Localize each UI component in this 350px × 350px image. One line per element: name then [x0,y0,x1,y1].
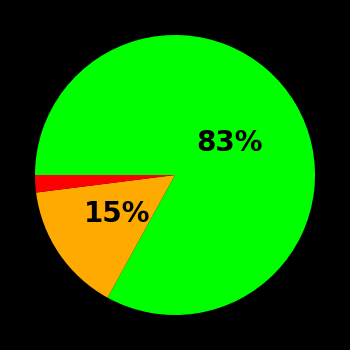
Text: 83%: 83% [196,129,262,157]
Text: 15%: 15% [84,200,150,228]
Wedge shape [35,35,315,315]
Wedge shape [36,175,175,298]
Wedge shape [35,175,175,192]
